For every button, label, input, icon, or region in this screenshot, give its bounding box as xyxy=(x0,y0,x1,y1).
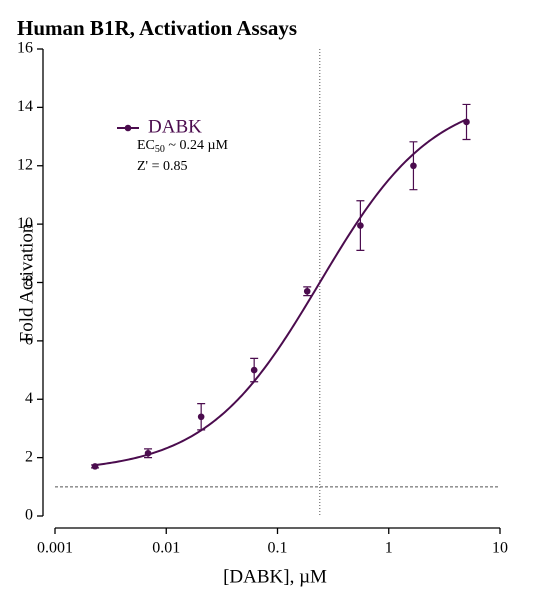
data-point xyxy=(197,413,205,421)
fit-curve xyxy=(94,118,467,467)
y-tick-label: 0 xyxy=(25,507,33,524)
ec50-prefix: EC xyxy=(137,138,155,153)
y-tick-label: 6 xyxy=(25,332,33,349)
data-point xyxy=(357,222,364,229)
data-point xyxy=(463,118,470,126)
data-point xyxy=(144,449,152,457)
y-tick-label: 8 xyxy=(25,273,33,290)
ec50-suffix: ~ 0.24 µM xyxy=(165,138,229,153)
y-tick-label: 16 xyxy=(17,40,33,57)
x-tick-label: 0.01 xyxy=(152,540,180,557)
x-tick-label: 1 xyxy=(385,540,393,557)
data-point xyxy=(410,162,417,170)
y-tick-label: 12 xyxy=(17,156,33,173)
ec50-annotation: EC50 ~ 0.24 µM xyxy=(137,138,229,155)
y-tick-label: 14 xyxy=(17,98,33,115)
x-tick-label: 0.1 xyxy=(268,540,288,557)
y-axis-title: Fold Activation xyxy=(16,223,37,342)
legend-label: DABK xyxy=(148,116,202,137)
legend-marker xyxy=(124,124,132,132)
x-tick-label: 0.001 xyxy=(37,540,73,557)
chart-title: Human B1R, Activation Assays xyxy=(17,16,297,40)
y-tick-label: 4 xyxy=(25,390,33,407)
x-tick-label: 10 xyxy=(492,540,508,557)
x-axis-title: [DABK], µM xyxy=(223,566,327,587)
data-point xyxy=(250,366,258,374)
y-tick-label: 10 xyxy=(17,215,33,232)
data-point xyxy=(91,463,99,470)
z-prime-annotation: Z' = 0.85 xyxy=(137,159,187,174)
y-tick-label: 2 xyxy=(25,448,33,465)
data-point xyxy=(303,287,311,295)
ec50-sub: 50 xyxy=(155,144,165,155)
